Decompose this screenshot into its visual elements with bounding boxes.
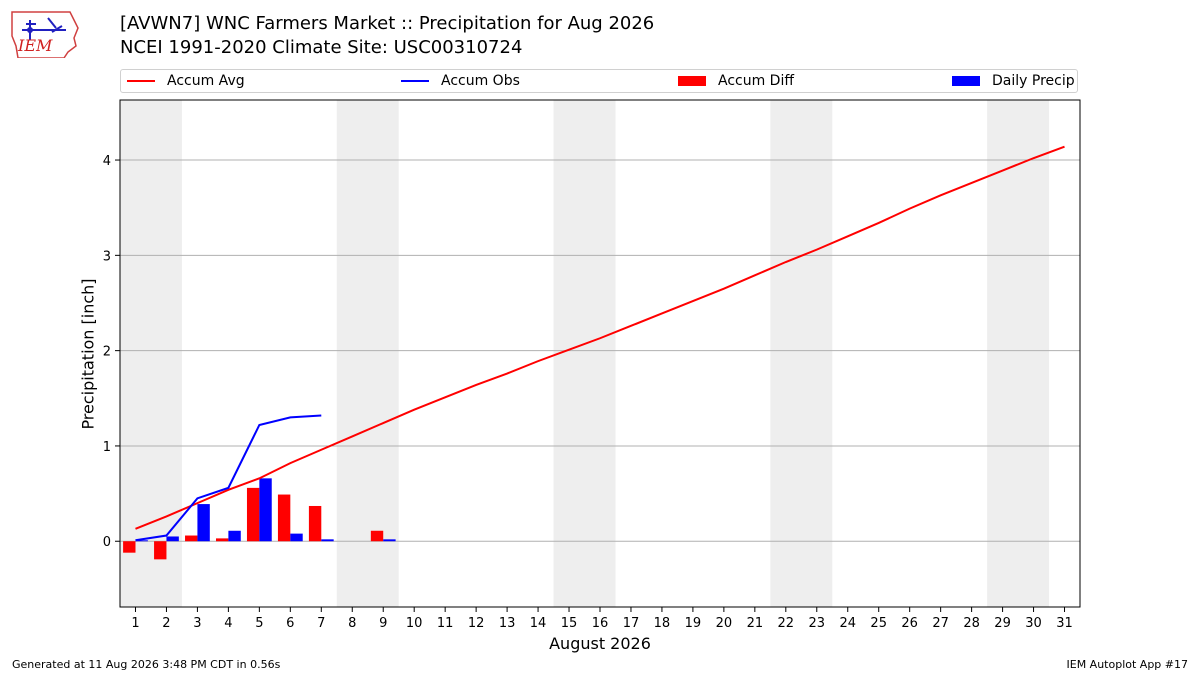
x-tick-label: 17 [623, 616, 640, 631]
y-tick-label: 2 [103, 345, 111, 360]
x-tick-label: 13 [499, 616, 516, 631]
bar-daily-precip-day-6 [290, 533, 303, 542]
x-tick-label: 19 [685, 616, 702, 631]
bar-daily-precip-day-9 [383, 539, 396, 542]
x-tick-label: 18 [654, 616, 671, 631]
legend-item-daily-precip: Daily Precip [952, 73, 1075, 89]
x-tick-label: 22 [778, 616, 795, 631]
y-axis-label: Precipitation [inch] [78, 278, 98, 430]
weekend-band-1 [120, 100, 182, 607]
x-tick-label: 14 [530, 616, 547, 631]
legend-item-accum-avg: Accum Avg [127, 73, 245, 89]
x-tick-label: 31 [1056, 616, 1073, 631]
x-tick-label: 23 [809, 616, 826, 631]
weekend-band-2 [336, 100, 399, 607]
y-tick-label: 0 [103, 535, 111, 550]
y-tick-label: 4 [103, 154, 111, 169]
x-tick-label: 3 [193, 616, 201, 631]
gridlines-group [120, 159, 1080, 542]
x-axis: 1 2 3 4 5 6 7 8 9 10 11 12 13 14 15 16 17 18 19 20 21 22 23 24 2… [131, 607, 1073, 631]
x-tick-label: 4 [224, 616, 232, 631]
x-tick-label: 7 [317, 616, 325, 631]
x-tick-label: 30 [1025, 616, 1042, 631]
x-tick-label: 9 [379, 616, 387, 631]
legend-label: Accum Obs [441, 73, 520, 89]
x-tick-label: 6 [286, 616, 294, 631]
legend: Accum Avg Accum Obs Accum Diff Daily Pre… [120, 69, 1078, 93]
legend-label: Accum Avg [167, 73, 245, 89]
x-tick-label: 28 [963, 616, 980, 631]
bar-accum-diff-day-6 [277, 494, 291, 542]
bar-accum-diff-day-9 [370, 530, 384, 542]
x-tick-label: 24 [839, 616, 856, 631]
bar-accum-diff-day-4 [216, 538, 229, 542]
x-tick-label: 10 [406, 616, 423, 631]
bar-daily-precip-day-1 [135, 540, 148, 542]
weekend-band-4 [770, 100, 833, 607]
chart-subtitle: NCEI 1991-2020 Climate Site: USC00310724 [120, 37, 523, 58]
x-tick-label: 15 [561, 616, 578, 631]
lines-group [135, 145, 1065, 542]
x-tick-label: 12 [468, 616, 485, 631]
bar-accum-diff-day-7 [308, 505, 322, 542]
weekend-band-5 [987, 100, 1050, 607]
x-tick-label: 27 [932, 616, 949, 631]
legend-label: Accum Diff [718, 73, 795, 89]
bar-accum-diff-day-1 [123, 541, 136, 553]
x-tick-label: 25 [870, 616, 887, 631]
iem-logo: IEM [11, 11, 79, 58]
bar-accum-diff-day-2 [154, 541, 167, 560]
legend-swatch-red-line [127, 80, 155, 82]
generated-timestamp: Generated at 11 Aug 2026 3:48 PM CDT in … [12, 658, 281, 671]
bar-accum-diff-day-5 [246, 487, 260, 542]
x-tick-label: 29 [994, 616, 1011, 631]
legend-swatch-blue-line [401, 80, 429, 82]
y-tick-label: 3 [103, 249, 111, 264]
legend-swatch-red-patch [678, 76, 706, 86]
x-axis-label: August 2026 [549, 634, 651, 653]
legend-label: Daily Precip [992, 73, 1075, 89]
x-tick-label: 5 [255, 616, 263, 631]
x-tick-label: 20 [716, 616, 733, 631]
legend-item-accum-diff: Accum Diff [678, 73, 794, 89]
bar-daily-precip-day-3 [197, 504, 210, 542]
x-tick-label: 26 [901, 616, 918, 631]
x-tick-label: 1 [131, 616, 139, 631]
x-tick-label: 21 [747, 616, 764, 631]
bar-daily-precip-day-5 [259, 478, 272, 542]
legend-item-accum-obs: Accum Obs [401, 73, 520, 89]
x-tick-label: 16 [592, 616, 609, 631]
bar-daily-precip-day-2 [166, 536, 179, 542]
x-tick-label: 2 [162, 616, 170, 631]
plot-frame [119, 99, 1081, 608]
chart-title: [AVWN7] WNC Farmers Market :: Precipitat… [120, 13, 655, 34]
line-accum-obs [135, 414, 322, 542]
bar-accum-diff-day-3 [185, 535, 198, 542]
bar-daily-precip-day-4 [228, 530, 241, 542]
logo-text: IEM [17, 36, 53, 55]
weekend-shading-group [120, 100, 1050, 607]
y-tick-label: 1 [103, 440, 111, 455]
y-axis: 0 1 2 3 4 [103, 154, 120, 550]
line-accum-avg [135, 145, 1065, 530]
bar-daily-precip-day-7 [321, 539, 334, 542]
legend-swatch-blue-patch [952, 76, 980, 86]
app-credit: IEM Autoplot App #17 [1066, 658, 1189, 671]
x-tick-label: 8 [348, 616, 356, 631]
x-tick-label: 11 [437, 616, 454, 631]
bars-group [123, 478, 396, 560]
weekend-band-3 [553, 100, 616, 607]
